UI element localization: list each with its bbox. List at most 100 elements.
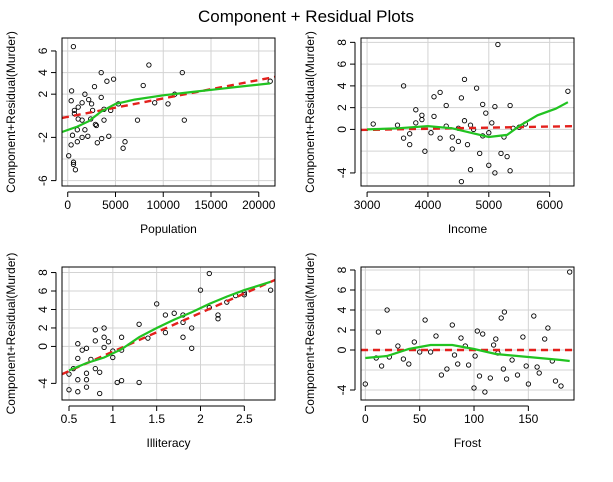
frost-data-point	[433, 333, 439, 339]
frost-data-point	[558, 383, 564, 389]
income-data-point	[449, 134, 455, 140]
population-data-point	[92, 121, 99, 128]
population-x-tick-label: 5000	[102, 198, 129, 212]
frost-y-tick-label: 2	[335, 326, 349, 333]
population-data-point	[82, 127, 88, 133]
income-data-point	[483, 110, 489, 116]
population-data-point	[74, 139, 80, 145]
illiteracy-data-point	[79, 347, 85, 353]
illiteracy-data-point	[110, 354, 116, 361]
illiteracy-data-point	[114, 379, 120, 386]
population-y-axis-title: Component+Residual(Murder)	[4, 31, 18, 193]
illiteracy-data-point	[171, 310, 177, 316]
income-data-point	[370, 121, 376, 127]
population-data-point	[181, 117, 187, 123]
population-data-point	[68, 142, 74, 148]
income-data-point	[422, 148, 428, 154]
frost-data-point	[498, 315, 504, 321]
illiteracy-y-tick-label: 0	[36, 343, 50, 350]
frost-data-point	[567, 269, 573, 275]
illiteracy-y-tick-label: 6	[36, 287, 50, 294]
frost-data-point	[378, 363, 385, 369]
frost-data-point	[487, 375, 493, 381]
frost-data-point	[501, 309, 508, 315]
frost-data-point	[536, 370, 542, 376]
illiteracy-x-tick-label: 1	[109, 412, 116, 426]
population-data-point	[89, 107, 96, 114]
panel-income: 3000 4000 5000 6000 -4 0 2 4 6 8 Income Component+R…	[303, 31, 575, 236]
illiteracy-x-tick-label: 2	[197, 412, 204, 426]
income-data-point	[473, 85, 480, 91]
frost-x-axis-title: Frost	[454, 436, 482, 450]
population-data-point	[70, 159, 77, 165]
illiteracy-data-point	[136, 379, 142, 386]
population-data-point	[75, 104, 81, 110]
income-data-point	[400, 83, 407, 89]
income-data-point	[437, 89, 443, 96]
income-data-point	[565, 88, 571, 94]
income-data-point	[486, 162, 492, 168]
illiteracy-data-point	[215, 312, 221, 318]
illiteracy-data-point	[145, 335, 151, 341]
illiteracy-y-tick-label: 4	[36, 306, 50, 313]
frost-data-point	[455, 361, 461, 367]
population-data-point	[85, 133, 91, 139]
population-data-point	[79, 100, 85, 106]
population-data-point	[179, 69, 185, 76]
population-data-point	[98, 94, 104, 101]
illiteracy-y-tick-label: 8	[36, 269, 50, 276]
illiteracy-data-point	[66, 371, 72, 377]
income-data-point	[458, 178, 465, 185]
illiteracy-data-point	[101, 334, 107, 340]
population-component-line	[62, 75, 275, 120]
frost-data-point	[400, 356, 407, 362]
population-y-tick-label: 2	[36, 91, 50, 98]
frost-data-point	[542, 336, 548, 342]
population-data-point	[106, 133, 112, 139]
illiteracy-data-point	[105, 339, 112, 345]
population-data-point	[70, 161, 77, 168]
frost-data-point	[531, 313, 537, 319]
population-data-point	[93, 122, 100, 129]
income-y-tick-label: 0	[335, 126, 349, 133]
population-data-point	[104, 78, 110, 84]
population-y-tick-label: 4	[36, 69, 50, 76]
illiteracy-data-point	[197, 287, 204, 293]
population-data-point	[68, 98, 74, 104]
frost-data-point	[384, 307, 390, 313]
illiteracy-plot-frame	[61, 266, 276, 401]
panel-population: 0 5000 10000 15000 20000 -6 -2 2 4 6 Population Com…	[4, 31, 276, 236]
frost-y-tick-label: 6	[335, 286, 349, 293]
frost-x-tick-label: 50	[413, 412, 427, 426]
frost-data-point	[422, 317, 428, 323]
income-data-point	[464, 141, 471, 148]
income-x-tick-label: 6000	[536, 198, 563, 212]
frost-plot-frame	[360, 266, 575, 401]
income-x-tick-label: 5000	[475, 198, 502, 212]
illiteracy-data-point	[97, 369, 103, 375]
panel-frost: 0 50 100 150 -4 0 2 4 6 8 Frost Component+Residual(…	[303, 253, 575, 450]
frost-y-tick-label: -4	[335, 384, 349, 395]
illiteracy-data-point	[215, 316, 221, 322]
income-data-point	[400, 135, 407, 141]
population-data-point	[98, 69, 104, 76]
illiteracy-x-axis-title: Illiteracy	[146, 436, 190, 450]
frost-data-point	[472, 353, 478, 359]
frost-y-tick-label: 8	[335, 266, 349, 273]
income-data-point	[507, 102, 513, 109]
income-y-tick-label: 8	[335, 39, 349, 46]
frost-data-point	[480, 331, 486, 337]
income-x-tick-label: 4000	[415, 198, 442, 212]
income-data-point	[407, 141, 413, 148]
population-data-point	[91, 83, 98, 90]
population-x-tick-label: 15000	[194, 198, 228, 212]
frost-data-point	[490, 342, 497, 348]
population-plot-frame	[61, 37, 276, 187]
income-x-axis-title: Income	[448, 222, 488, 236]
population-data-point	[68, 88, 75, 94]
income-data-point	[428, 130, 434, 136]
frost-x-tick-label: 100	[464, 412, 484, 426]
illiteracy-data-point	[75, 377, 81, 383]
illiteracy-data-point	[118, 377, 125, 384]
